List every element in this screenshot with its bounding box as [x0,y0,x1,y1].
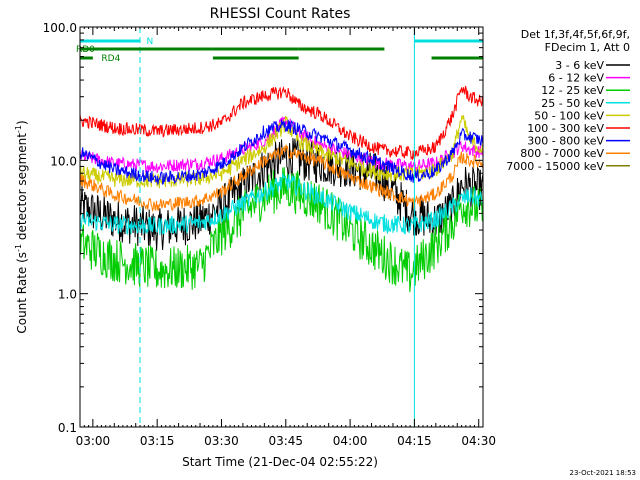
x-tick-label: 04:30 [461,434,496,448]
footer-timestamp: 23-Oct-2021 18:53 [570,469,636,477]
x-axis-label: Start Time (21-Dec-04 02:55:22) [182,455,378,469]
legend-header-line1: Det 1f,3f,4f,5f,6f,9f, [521,28,630,41]
series-line-12-25keV [79,167,484,293]
legend-label: 6 - 12 keV [548,72,604,85]
y-tick-label: 10.0 [50,154,77,168]
status-bar-label: RD4 [101,54,120,64]
x-tick-label: 04:00 [333,434,368,448]
series-line-100-300keV [79,85,484,161]
y-tick-label: 0.1 [58,421,77,435]
legend-label: 3 - 6 keV [555,59,604,72]
chart-title: RHESSI Count Rates [210,6,351,22]
legend-label: 300 - 800 keV [527,135,604,148]
y-axis-label-part2: detector segment [15,133,29,244]
y-axis-label-sup2: -1 [14,125,23,133]
status-bar-label: RD0 [76,45,95,55]
y-axis-label: Count Rate (s-1 detector segment-1) [14,120,29,333]
x-tick-label: 03:45 [268,434,303,448]
legend-label: 100 - 300 keV [527,122,604,135]
x-tick-label: 03:15 [140,434,175,448]
x-tick-label: 03:00 [76,434,111,448]
series-line-300-800keV [79,119,484,185]
series-line-50-100keV [79,115,484,189]
series-line-800-7000keV [79,144,484,213]
legend-label: 7000 - 15000 keV [506,160,604,173]
series-line-25-50keV [79,173,484,235]
legend: Det 1f,3f,4f,5f,6f,9f, FDecim 1, Att 0 3… [506,28,630,173]
y-tick-label: 100.0 [43,21,77,35]
status-bar-label: N [146,37,153,47]
x-tick-label: 04:15 [397,434,432,448]
legend-header-line2: FDecim 1, Att 0 [545,41,630,54]
plot-area: N RD0 RD4 [76,27,484,427]
legend-label: 50 - 100 keV [534,109,604,122]
legend-label: 12 - 25 keV [541,84,604,97]
y-axis-label-part1: Count Rate (s [15,252,29,334]
x-axis: 03:00 03:15 03:30 03:45 04:00 04:15 04:30 [76,27,496,448]
y-axis: 100.0 10.0 1.0 0.1 [43,21,483,435]
legend-label: 800 - 7000 keV [520,147,604,160]
y-axis-label-sup1: -1 [14,244,23,252]
legend-label: 25 - 50 keV [541,97,604,110]
series-line-3-6keV [79,138,484,251]
y-axis-label-part3: ) [15,120,29,125]
x-tick-label: 03:30 [204,434,239,448]
y-tick-label: 1.0 [58,288,77,302]
